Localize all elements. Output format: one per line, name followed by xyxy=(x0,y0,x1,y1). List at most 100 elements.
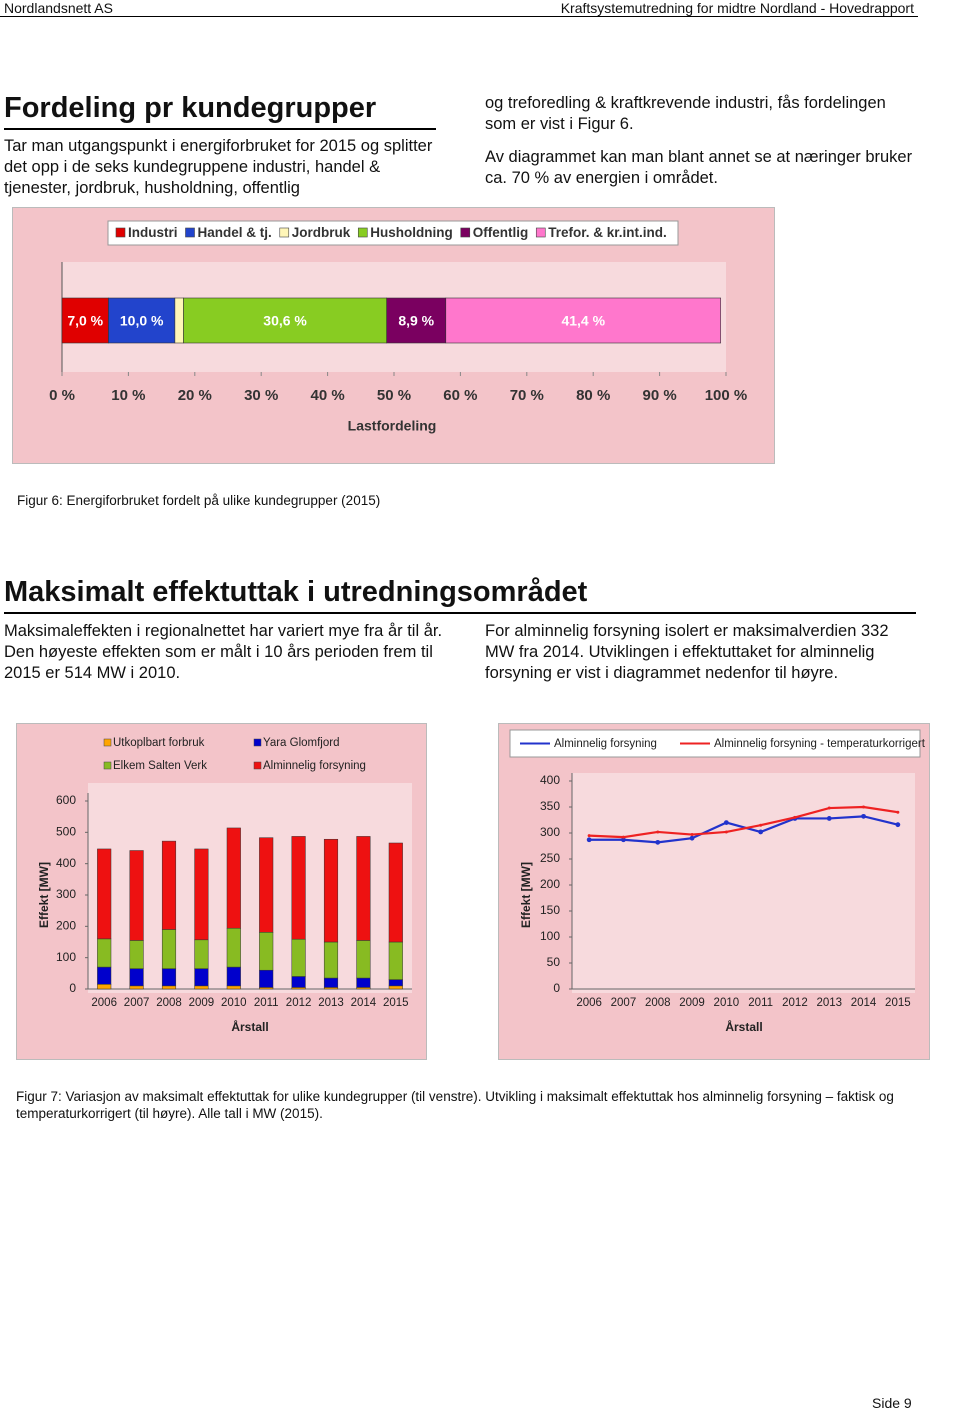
heading-rule xyxy=(4,128,436,130)
x-tick-label: 30 % xyxy=(244,387,278,404)
x-tick-label: 10 % xyxy=(111,387,145,404)
caption: Figur 6: Energiforbruket fordelt på ulik… xyxy=(17,493,381,508)
legend-swatch xyxy=(253,761,262,770)
y-tick-label: 100 xyxy=(540,929,560,943)
y-axis-label: Effekt [MW] xyxy=(519,862,533,928)
y-tick-label: 400 xyxy=(56,856,76,870)
y-tick-label: 400 xyxy=(540,773,560,787)
bar-segment xyxy=(194,939,209,969)
bar-segment xyxy=(161,929,177,969)
legend-swatch xyxy=(279,227,290,238)
legend-label: Offentlig xyxy=(473,225,529,240)
x-tick-label: 80 % xyxy=(576,387,610,404)
x-tick-label: 2014 xyxy=(851,997,877,1009)
x-tick-label: 2009 xyxy=(679,997,705,1009)
x-tick-label: 2007 xyxy=(124,997,150,1009)
bar-segment xyxy=(259,969,274,988)
legend-label: Handel & tj. xyxy=(198,225,272,240)
y-tick-label: 600 xyxy=(56,793,76,807)
bar-segment xyxy=(174,297,184,344)
point xyxy=(656,830,660,834)
bar-segment xyxy=(445,297,721,344)
bar-segment xyxy=(183,297,387,344)
bar-segment xyxy=(226,966,241,987)
x-tick-label: 100 % xyxy=(705,387,748,404)
y-tick-label: 0 xyxy=(553,981,560,995)
legend-label: Industri xyxy=(128,225,178,240)
plot-background xyxy=(572,773,915,993)
x-tick-label: 2011 xyxy=(748,997,773,1009)
bar-segment xyxy=(194,968,209,987)
legend-box xyxy=(509,729,921,758)
x-tick-label: 2009 xyxy=(189,997,215,1009)
x-tick-label: 20 % xyxy=(178,387,212,404)
bar-segment xyxy=(388,941,403,980)
bar-segment xyxy=(356,836,371,941)
point xyxy=(827,806,831,810)
legend-swatch xyxy=(535,227,546,238)
legend-label: Elkem Salten Verk xyxy=(113,760,207,772)
bar-segment xyxy=(97,848,112,940)
x-tick-label: 0 % xyxy=(49,387,75,404)
line xyxy=(589,805,899,839)
paragraph: Maksimaleffekten i regionalnettet har va… xyxy=(4,622,443,682)
y-tick-label: 300 xyxy=(540,825,560,839)
data-label: 10,0 % xyxy=(120,313,164,329)
point xyxy=(723,820,729,825)
legend-swatch xyxy=(253,738,262,747)
bar-segment xyxy=(194,848,209,941)
paragraph: Av diagrammet kan man blant annet se at … xyxy=(485,148,913,187)
bar-segment xyxy=(194,985,209,990)
page-number: Side 9 xyxy=(872,1395,912,1411)
legend-swatch xyxy=(460,227,471,238)
point xyxy=(689,835,695,841)
bar-segment xyxy=(356,977,371,988)
x-axis-label: Årstall xyxy=(725,1019,762,1034)
point xyxy=(758,829,764,835)
chart: Industri Handel & tj. Jordbruk Husholdning O… xyxy=(12,207,775,464)
bar-segment xyxy=(291,976,306,988)
point xyxy=(621,835,625,839)
data-label: 41,4 % xyxy=(561,313,605,329)
chart: Utkoplbart forbruk Yara Glomfjord Elkem Sa… xyxy=(16,723,427,1060)
bar-segment xyxy=(388,842,403,943)
legend-swatch xyxy=(103,738,112,747)
x-tick-label: 2012 xyxy=(782,997,808,1009)
line xyxy=(589,815,899,844)
y-tick-label: 350 xyxy=(540,799,560,813)
bar-segment xyxy=(323,838,339,943)
legend-swatch xyxy=(103,761,112,770)
legend-label: Alminnelig forsyning xyxy=(554,738,657,750)
x-axis-label: Lastfordeling xyxy=(348,418,437,434)
legend-swatch xyxy=(357,227,368,238)
point xyxy=(724,830,728,834)
bar-segment xyxy=(259,932,274,971)
point xyxy=(690,833,694,837)
x-tick-label: 2008 xyxy=(645,997,671,1009)
legend-label: Jordbruk xyxy=(292,225,351,240)
legend-label: Alminnelig forsyning xyxy=(263,760,366,772)
paragraph: For alminnelig forsyning isolert er maks… xyxy=(485,622,889,682)
y-tick-label: 200 xyxy=(56,919,76,933)
legend-label: Alminnelig forsyning - temperaturkorrige… xyxy=(714,738,926,750)
header-right: Kraftsystemutredning for midtre Nordland… xyxy=(560,0,914,16)
bar-segment xyxy=(61,297,109,344)
header-left: Nordlandsnett AS xyxy=(4,0,113,16)
x-axis-label: Årstall xyxy=(231,1019,268,1034)
y-tick-label: 300 xyxy=(56,887,76,901)
x-tick-label: 2010 xyxy=(714,997,740,1009)
y-tick-label: 0 xyxy=(69,981,76,995)
y-tick-label: 150 xyxy=(540,903,560,917)
x-tick-label: 2007 xyxy=(611,997,637,1009)
data-label: 8,9 % xyxy=(398,313,434,329)
legend-label: Utkoplbart forbruk xyxy=(113,737,205,749)
x-tick-label: 2013 xyxy=(318,997,344,1009)
y-axis-label: Effekt [MW] xyxy=(37,862,51,928)
x-tick-label: 2014 xyxy=(351,997,377,1009)
heading-rule xyxy=(4,612,916,614)
x-tick-label: 2008 xyxy=(156,997,182,1009)
y-tick-label: 100 xyxy=(56,950,76,964)
legend-box xyxy=(107,220,679,246)
x-tick-label: 2012 xyxy=(286,997,312,1009)
